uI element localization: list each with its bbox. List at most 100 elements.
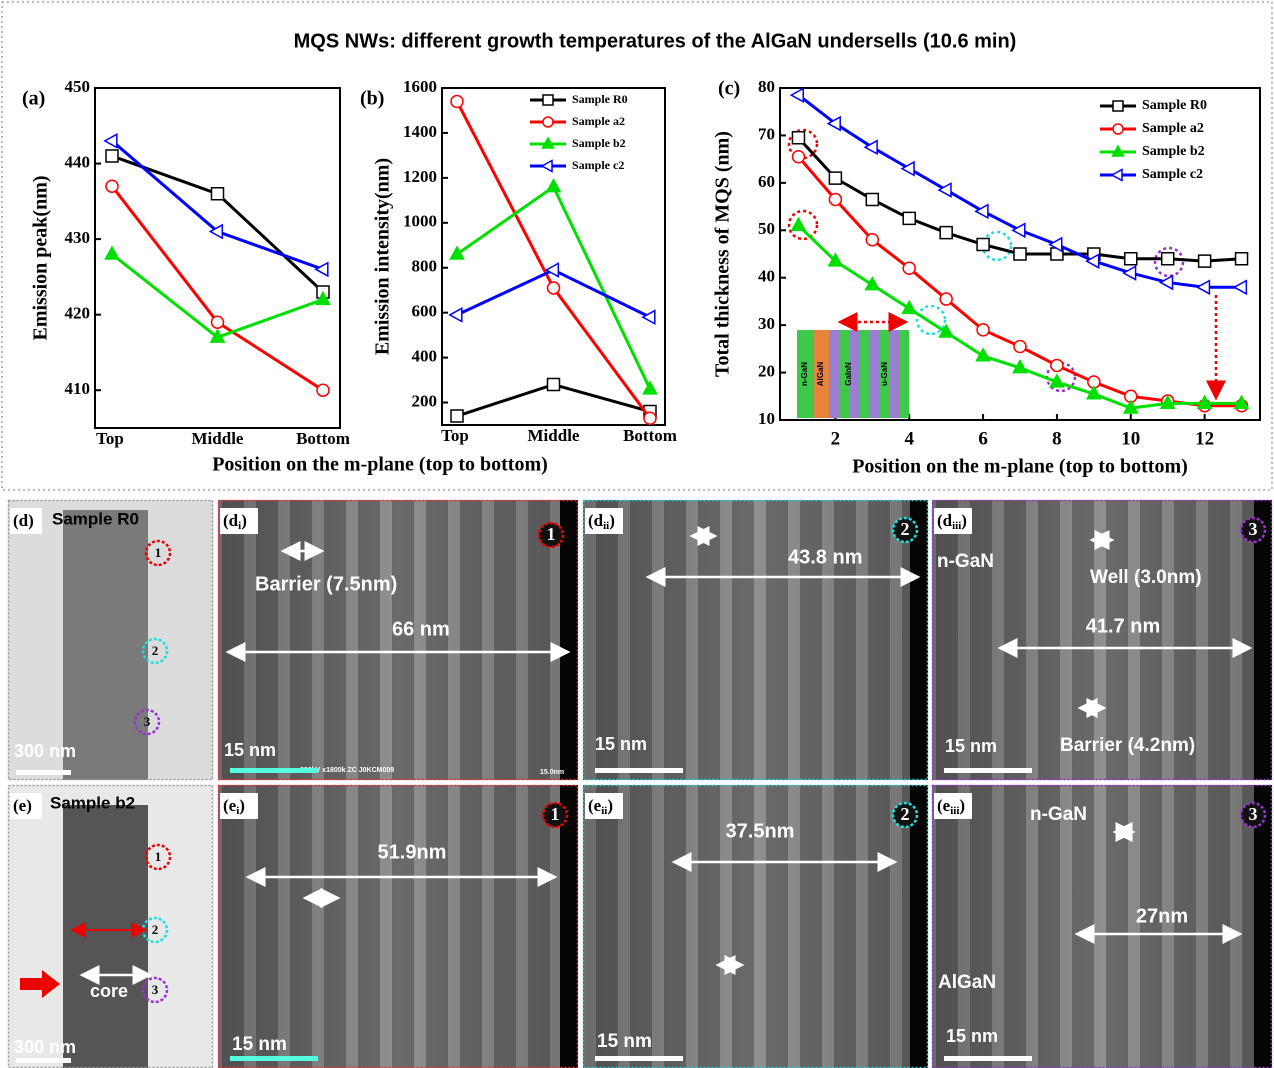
panel-label-part: i bbox=[238, 520, 241, 532]
position-number: 1 bbox=[155, 545, 162, 560]
marker bbox=[939, 292, 953, 306]
position-marker bbox=[541, 801, 569, 829]
annotation: 15.0nm bbox=[540, 769, 564, 776]
micrograph-shade bbox=[583, 500, 928, 780]
marker bbox=[865, 192, 880, 207]
marker bbox=[449, 245, 465, 260]
scale-bar bbox=[944, 768, 1032, 773]
micrograph-shade bbox=[218, 500, 578, 780]
panel-label: (eii) bbox=[588, 796, 613, 817]
legend-marker bbox=[542, 116, 554, 128]
marker bbox=[828, 192, 843, 207]
annotation: 43.8 nm bbox=[788, 546, 862, 568]
marker bbox=[864, 276, 881, 291]
marker bbox=[976, 237, 990, 252]
marker bbox=[105, 149, 119, 163]
panel-label-part: (d) bbox=[13, 511, 34, 530]
y-tick-label: 410 bbox=[65, 379, 91, 398]
inset-layer bbox=[839, 330, 849, 418]
inset-layer bbox=[889, 330, 899, 418]
scale-bar bbox=[595, 1056, 683, 1061]
x-tick-label: Top bbox=[96, 429, 124, 448]
marker bbox=[1124, 251, 1138, 266]
marker bbox=[210, 187, 225, 201]
plot-area bbox=[441, 87, 666, 426]
frame bbox=[1, 1, 1273, 491]
legend-marker bbox=[1111, 144, 1125, 157]
y-tick-label: 50 bbox=[758, 219, 775, 238]
panel-label: (b) bbox=[360, 88, 384, 110]
position-number: 3 bbox=[1249, 519, 1258, 539]
marker bbox=[208, 223, 224, 240]
position-marker bbox=[537, 521, 565, 549]
marker bbox=[1158, 274, 1174, 291]
legend-label: Sample c2 bbox=[572, 158, 624, 172]
inset-layer bbox=[879, 330, 889, 418]
inset-layer bbox=[814, 330, 829, 418]
position-number: 2 bbox=[152, 643, 159, 658]
annotation: 15 nm bbox=[595, 734, 647, 754]
series-line bbox=[111, 139, 324, 271]
panel-label-part: i bbox=[236, 805, 239, 817]
marker bbox=[863, 139, 878, 156]
y-tick-label: 200 bbox=[412, 391, 438, 410]
annotation: n-GaN bbox=[937, 551, 994, 572]
edge bbox=[1254, 500, 1272, 780]
marker bbox=[974, 203, 989, 220]
panel-border bbox=[217, 499, 579, 781]
annotation: core bbox=[90, 981, 128, 1001]
y-tick-label: 1000 bbox=[403, 212, 437, 231]
panel-label: (ei) bbox=[223, 796, 245, 817]
marker bbox=[448, 307, 463, 323]
panel-label: (di) bbox=[223, 511, 247, 532]
inset-label: AlGaN bbox=[816, 362, 825, 387]
x-tick-label: Middle bbox=[192, 429, 244, 448]
marker bbox=[937, 182, 952, 198]
marker bbox=[789, 87, 805, 103]
marker bbox=[642, 380, 658, 395]
inset-layer bbox=[869, 330, 879, 418]
legend-label: Sample b2 bbox=[572, 136, 626, 150]
marker bbox=[210, 315, 225, 329]
panel-label-part: (e bbox=[223, 796, 237, 815]
x-tick-label: 6 bbox=[978, 428, 988, 449]
annotation: 300 nm bbox=[14, 1037, 76, 1057]
annotation: 15 nm bbox=[946, 1026, 998, 1046]
y-tick-label: 450 bbox=[65, 77, 91, 96]
panel-label-part: ) bbox=[239, 796, 245, 815]
marker bbox=[1159, 394, 1176, 409]
figure-title: MQS NWs: different growth temperatures o… bbox=[294, 30, 1017, 52]
position-marker bbox=[891, 516, 919, 544]
panel-label-part: (d bbox=[937, 511, 953, 530]
legend-label: Sample R0 bbox=[572, 92, 628, 106]
inset-layer bbox=[899, 330, 909, 418]
position-number: 3 bbox=[144, 714, 151, 729]
panel-label-part: ii bbox=[603, 520, 609, 532]
series-line bbox=[110, 185, 324, 392]
plot-area bbox=[779, 87, 1261, 421]
annotation: 15 nm bbox=[224, 740, 276, 760]
marker bbox=[900, 160, 915, 177]
legend-marker bbox=[541, 136, 555, 149]
x-tick-label: Top bbox=[441, 426, 469, 445]
panel-label-part: (d bbox=[588, 511, 604, 530]
marker bbox=[1233, 394, 1250, 409]
y-tick-label: 60 bbox=[758, 172, 775, 191]
marker bbox=[902, 211, 916, 226]
marker bbox=[450, 409, 464, 423]
panel-label-box bbox=[934, 508, 972, 534]
annotation: 66 nm bbox=[392, 618, 450, 640]
marker bbox=[1085, 253, 1100, 269]
annotation: 15 nm bbox=[232, 1034, 287, 1055]
inset-layer bbox=[797, 330, 814, 418]
marker bbox=[1013, 339, 1027, 354]
highlight bbox=[787, 128, 819, 160]
inset-layer bbox=[829, 330, 839, 418]
x-tick-label: 8 bbox=[1052, 428, 1062, 449]
micrograph-shade bbox=[583, 785, 928, 1068]
annotation: Sample b2 bbox=[50, 793, 135, 812]
edge bbox=[910, 500, 928, 780]
marker bbox=[1160, 251, 1175, 266]
y-tick-label: 80 bbox=[758, 77, 775, 96]
y-tick-label: 800 bbox=[412, 257, 438, 276]
